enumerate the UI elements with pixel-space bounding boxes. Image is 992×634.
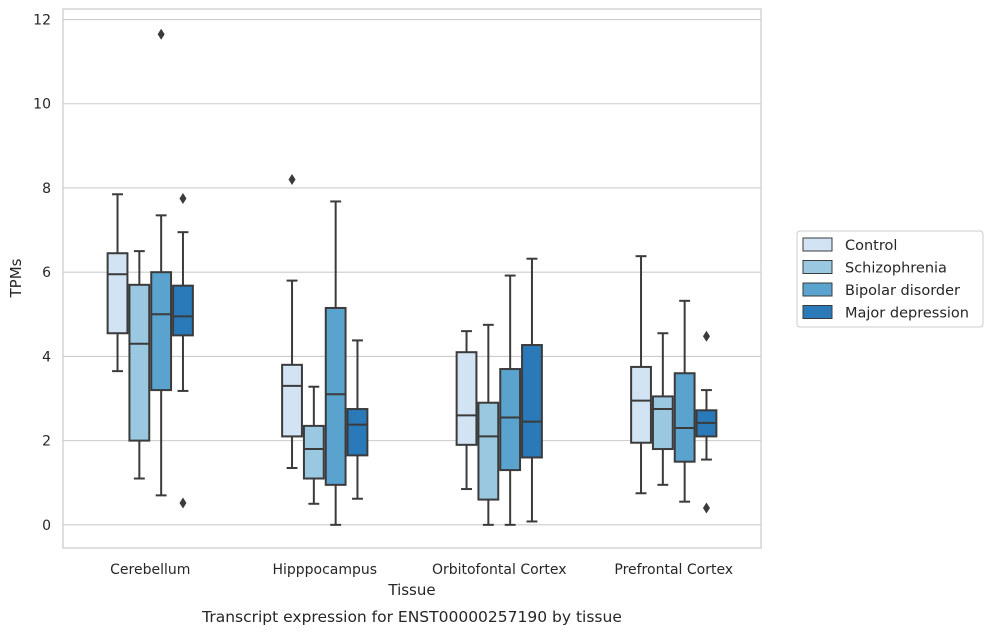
box-schizophrenia [302,385,325,505]
outlier-point [157,28,165,40]
y-tick-label: 10 [33,97,51,113]
box-bipolar-disorder [673,299,696,503]
y-tick-label: 12 [33,13,51,29]
box-control [630,255,652,495]
legend-frame [796,230,984,328]
legend-swatch [802,260,833,274]
box-body [106,252,129,335]
box-major-depression [521,257,543,523]
y-tick-label: 2 [42,434,51,450]
chart-caption: Transcript expression for ENST0000025719… [201,608,622,626]
box-schizophrenia [128,250,151,480]
y-tick-label: 6 [42,265,51,281]
y-tick-label: 0 [42,518,51,534]
box-bipolar-disorder [499,274,522,526]
x-tick-label: Prefrontal Cortex [614,562,733,578]
plot-background [63,9,761,548]
box-major-depression [695,330,718,514]
x-axis-label: Tissue [387,581,435,599]
x-tick-labels: Cerebellum Hipppocampus Orbitofontal Corte… [110,562,733,578]
y-tick-label: 8 [42,181,51,197]
box-body [346,408,369,457]
box-bipolar-disorder [324,200,347,526]
box-body [630,365,652,444]
box-bipolar-disorder [150,28,173,497]
box-body [172,284,194,337]
box-body [302,424,325,480]
outlier-point [288,174,296,186]
legend-entry: Schizophrenia [845,261,947,277]
legend-swatch [802,237,833,252]
legend-entry: Bipolar disorder [845,283,960,299]
outlier-point [179,192,187,204]
x-tick-label: Orbitofontal Cortex [432,562,567,578]
x-tick-label: Hipppocampus [272,562,377,578]
box-body [455,351,478,446]
box-body [324,306,347,486]
box-control [106,193,129,373]
outlier-point [702,502,710,514]
box-body [150,271,173,392]
box-groups [106,28,718,526]
x-tick-label: Cerebellum [110,562,190,578]
box-body [128,283,151,442]
plot-frame [62,8,762,549]
box-body [673,372,696,463]
outlier-point [179,497,187,509]
y-axis-label: TPMs [7,258,25,298]
box-control [281,174,303,469]
box-major-depression [346,339,369,500]
box-body [499,368,522,472]
grid-lines [63,18,761,526]
legend-swatch [802,305,833,319]
box-schizophrenia [651,332,674,486]
y-tick-labels: 0 2 4 6 8 10 12 [33,13,51,534]
outlier-point [702,330,710,342]
box-body [651,395,674,451]
legend-entry: Major depression [845,306,969,322]
box-body [477,401,500,501]
box-schizophrenia [477,323,500,526]
box-control [455,330,478,491]
box-body [521,344,543,459]
legend-entry: Control [845,238,897,254]
box-major-depression [172,192,194,509]
box-body [281,363,303,438]
y-tick-label: 4 [42,349,51,365]
legend: Control Schizophrenia Bipolar disorder Majo… [796,230,984,328]
legend-swatch [802,282,833,297]
